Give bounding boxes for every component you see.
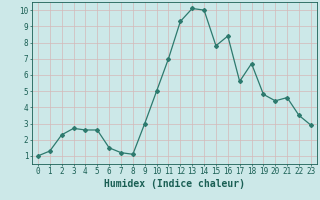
X-axis label: Humidex (Indice chaleur): Humidex (Indice chaleur) xyxy=(104,179,245,189)
